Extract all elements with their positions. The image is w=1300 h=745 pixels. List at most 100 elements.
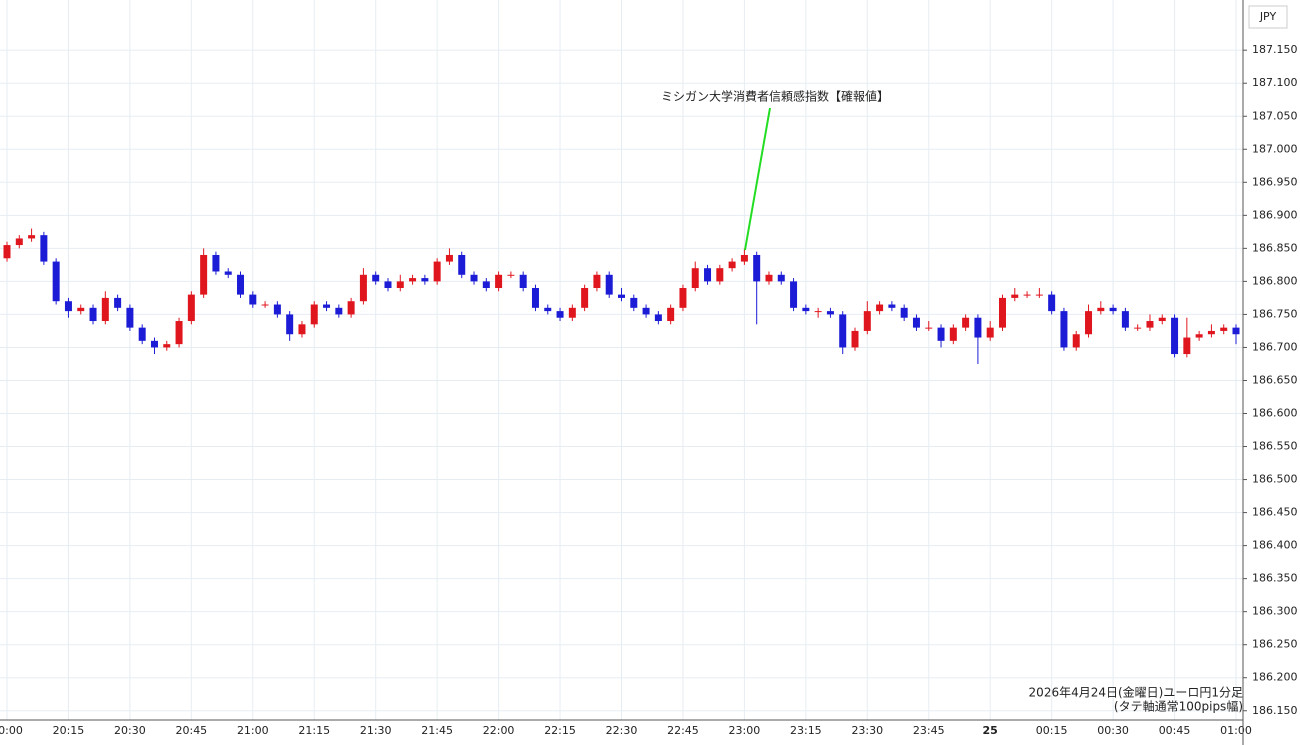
candle-body <box>556 311 564 318</box>
candle-body <box>962 317 970 328</box>
note: 2026年4月24日(金曜日)ユーロ円1分足 <box>1029 685 1243 700</box>
y-tick-label: 186.400 <box>1252 539 1298 552</box>
candle-body <box>1232 327 1240 335</box>
candle-body <box>765 274 773 282</box>
candle-body <box>1195 334 1203 338</box>
candle-body <box>310 304 318 325</box>
candle-body <box>323 304 331 308</box>
x-tick-label: 00:45 <box>1159 724 1191 737</box>
x-tick-label: 20:00 <box>0 724 23 737</box>
candle-body <box>888 304 896 308</box>
candle-body <box>802 307 810 312</box>
x-tick-label: 20:30 <box>114 724 146 737</box>
candle-body <box>200 254 208 295</box>
candle-body <box>863 311 871 331</box>
x-tick-label: 00:30 <box>1097 724 1129 737</box>
candle-body <box>876 304 884 312</box>
candle-body <box>470 274 478 282</box>
x-tick-label: 23:45 <box>913 724 945 737</box>
candle-body <box>3 245 11 259</box>
candle-body <box>593 274 601 288</box>
x-tick-label: 21:00 <box>237 724 269 737</box>
annotation: ミシガン大学消費者信頼感指数【確報値】 <box>661 89 889 104</box>
candle-body <box>114 297 122 308</box>
candle-body <box>64 301 72 312</box>
candle-body <box>839 314 847 348</box>
y-tick-label: 186.200 <box>1252 671 1298 684</box>
candle-body <box>740 254 748 262</box>
candle-body <box>150 340 158 348</box>
candle-body <box>495 274 503 288</box>
candle-body <box>1060 311 1068 348</box>
candle-body <box>286 314 294 335</box>
x-tick-label: 21:45 <box>421 724 453 737</box>
candle-body <box>642 307 650 315</box>
x-tick-label: 21:15 <box>298 724 330 737</box>
candle-body <box>212 254 220 272</box>
candle-body <box>52 261 60 302</box>
note: (タテ軸通常100pips幅) <box>1114 699 1243 714</box>
candle-body <box>949 327 957 341</box>
candle-body <box>753 254 761 282</box>
y-tick-label: 186.750 <box>1252 307 1298 320</box>
candle-body <box>912 317 920 328</box>
candle-body <box>482 281 490 288</box>
candle-body <box>1146 321 1154 328</box>
y-tick-label: 187.150 <box>1252 43 1298 56</box>
candle-body <box>273 304 281 315</box>
x-tick-label: 22:15 <box>544 724 576 737</box>
candle-body <box>1121 311 1129 328</box>
y-tick-label: 186.900 <box>1252 208 1298 221</box>
candle-body <box>1023 294 1031 296</box>
candle-body <box>261 304 269 306</box>
x-tick-label: 23:15 <box>790 724 822 737</box>
candle-body <box>458 254 466 275</box>
annotation-line <box>744 107 771 251</box>
y-tick-label: 186.300 <box>1252 605 1298 618</box>
y-tick-label: 186.800 <box>1252 274 1298 287</box>
y-tick-label: 186.250 <box>1252 638 1298 651</box>
candle-body <box>15 238 23 246</box>
candle-body <box>519 274 527 288</box>
candle-body <box>1171 317 1179 355</box>
x-tick-label: 22:30 <box>606 724 638 737</box>
candle-body <box>409 278 417 282</box>
y-tick-label: 186.850 <box>1252 241 1298 254</box>
candle-body <box>531 288 539 308</box>
y-tick-label: 186.500 <box>1252 473 1298 486</box>
candle-body <box>101 297 109 322</box>
currency-label: JPY <box>1259 10 1277 23</box>
candle-body <box>1220 327 1228 331</box>
candle-body <box>1183 337 1191 355</box>
x-tick-label: 25 <box>983 724 998 737</box>
candle-body <box>937 327 945 341</box>
x-tick-label: 20:15 <box>53 724 85 737</box>
candle-body <box>814 311 822 313</box>
candle-body <box>691 268 699 288</box>
y-tick-label: 186.550 <box>1252 440 1298 453</box>
candle-body <box>1158 317 1166 322</box>
candle-body <box>716 268 724 282</box>
candle-body <box>187 294 195 322</box>
x-tick-label: 21:30 <box>360 724 392 737</box>
candle-body <box>224 271 232 275</box>
y-tick-label: 186.450 <box>1252 506 1298 519</box>
candle-body <box>40 235 48 262</box>
currency-box <box>1248 5 1288 29</box>
candle-body <box>445 254 453 262</box>
candle-body <box>347 301 355 315</box>
y-tick-label: 186.700 <box>1252 340 1298 353</box>
candle-body <box>851 330 859 348</box>
candle-body <box>1035 294 1043 296</box>
candle-body <box>1085 311 1093 335</box>
candle-body <box>925 327 933 329</box>
candle-body <box>777 274 785 282</box>
y-tick-label: 186.600 <box>1252 407 1298 420</box>
x-tick-label: 23:30 <box>851 724 883 737</box>
candle-body <box>421 278 429 282</box>
y-tick-label: 187.100 <box>1252 76 1298 89</box>
candle-body <box>654 314 662 322</box>
candle-body <box>1048 294 1056 312</box>
candle-body <box>581 288 589 308</box>
